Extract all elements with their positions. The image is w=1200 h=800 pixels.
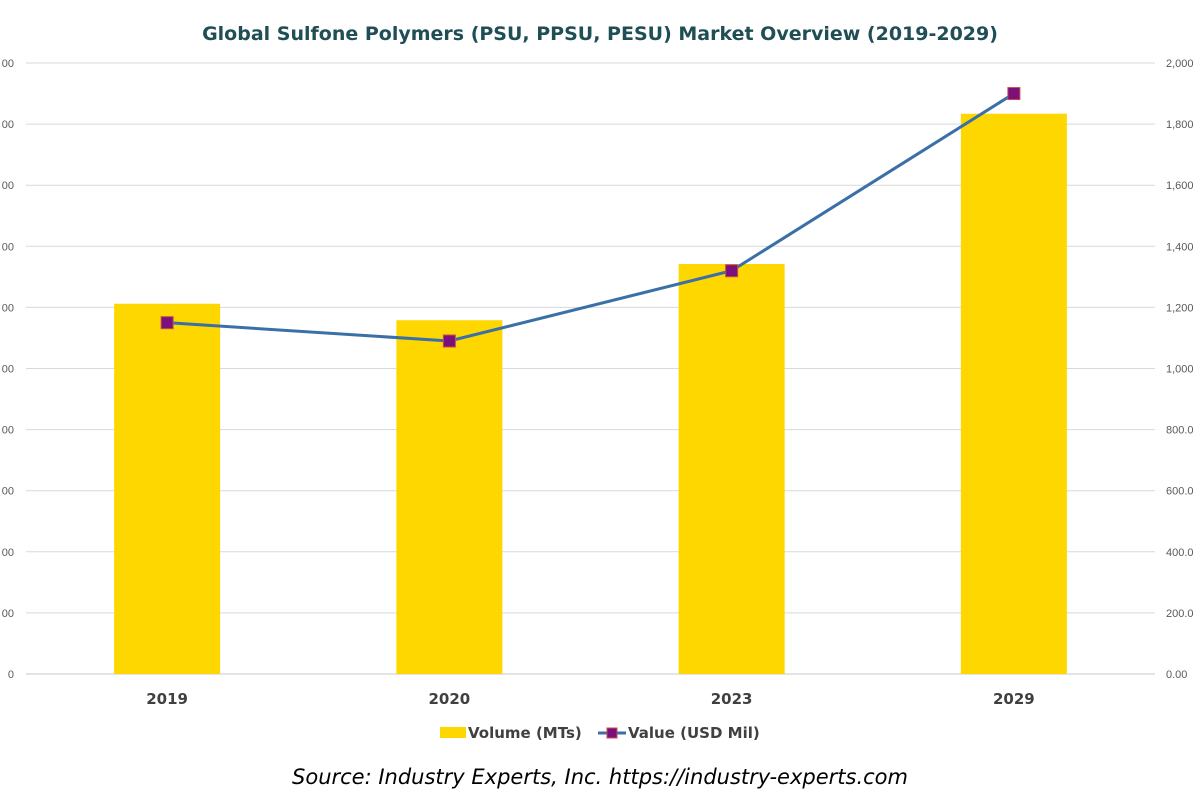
x-tick-label: 2029 [993,690,1035,708]
line-series [160,87,1021,348]
right-tick-label: 1,600 [1166,180,1194,192]
legend-swatch-value-marker [606,727,618,739]
right-tick-label: 1,200 [1166,302,1194,314]
x-tick-label: 2020 [429,690,471,708]
left-tick-label: 00 [2,425,14,437]
right-tick-label: 1,000 [1166,364,1194,376]
left-tick-label: 00 [2,486,14,498]
line-marker [442,334,456,348]
left-tick-label: 0 [8,669,14,681]
left-tick-label: 00 [2,608,14,620]
right-tick-label: 400.0 [1166,547,1194,559]
right-tick-label: 600.0 [1166,486,1194,498]
right-tick-label: 2,000 [1166,58,1194,70]
right-tick-label: 1,800 [1166,119,1194,131]
left-tick-label: 00 [2,119,14,131]
bar-series [114,113,1067,674]
left-tick-label: 00 [2,364,14,376]
legend: Volume (MTs) Value (USD Mil) [440,724,760,742]
left-tick-label: 00 [2,180,14,192]
right-tick-label: 200.0 [1166,608,1194,620]
left-tick-label: 00 [2,241,14,253]
left-tick-label: 00 [2,302,14,314]
chart-title: Global Sulfone Polymers (PSU, PPSU, PESU… [202,23,998,45]
bar [396,320,503,674]
legend-swatch-volume [440,727,466,738]
right-tick-label: 1,400 [1166,241,1194,253]
bar [678,264,785,674]
right-tick-label: 800.0 [1166,425,1194,437]
line-marker [725,264,739,278]
right-axis: 0.00 200.0 400.0 600.0 800.0 1,000 1,200 1,400 1… [1166,58,1194,681]
value-line [167,92,1015,343]
bar [960,113,1067,674]
source-note: Source: Industry Experts, Inc. https://i… [292,765,908,789]
x-tick-label: 2019 [146,690,188,708]
x-tick-label: 2023 [711,690,753,708]
right-tick-label: 0.00 [1166,669,1187,681]
legend-label-value: Value (USD Mil) [628,724,760,742]
left-tick-label: 00 [2,547,14,559]
line-marker [1007,87,1021,101]
left-tick-label: 00 [2,58,14,70]
x-axis: 2019 2020 2023 2029 [146,690,1035,708]
line-marker [160,316,174,330]
bar [114,303,221,674]
legend-label-volume: Volume (MTs) [468,724,582,742]
